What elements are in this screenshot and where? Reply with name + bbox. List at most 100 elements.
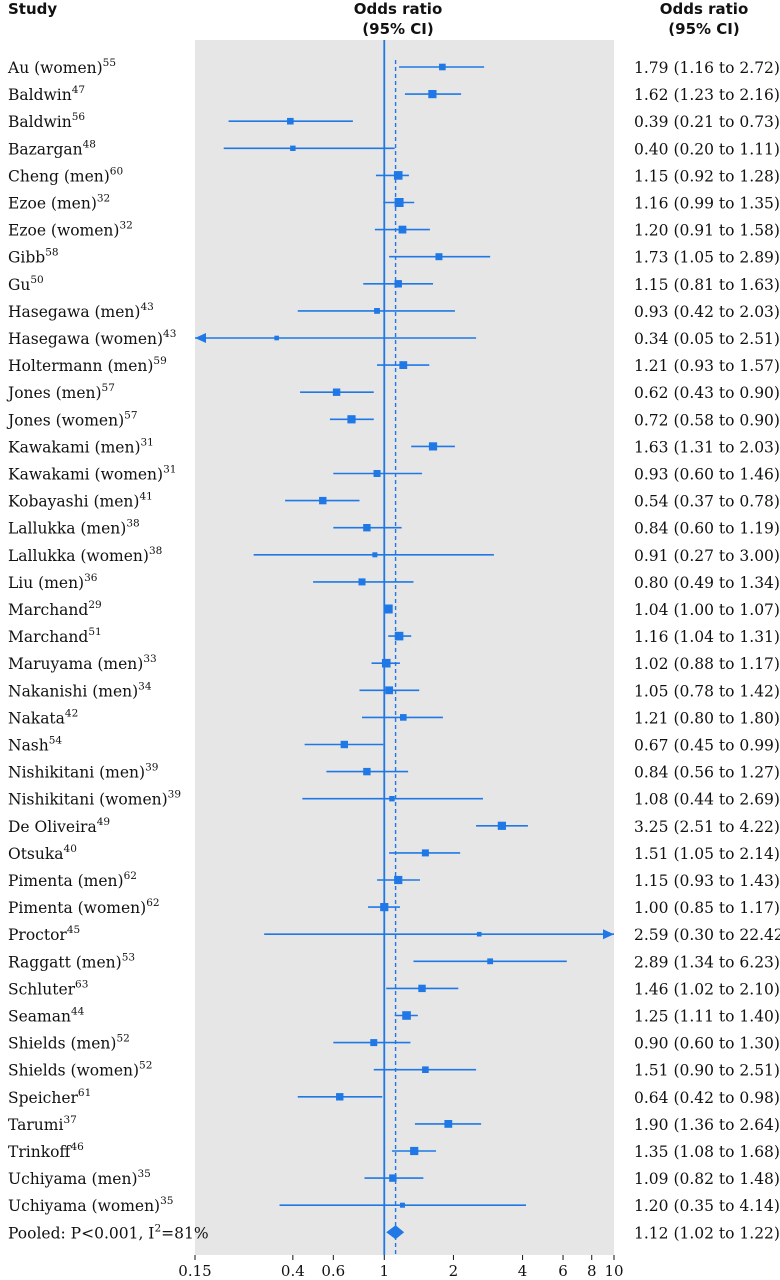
pooled-label-suffix: =81%	[161, 1224, 208, 1242]
study-label: Uchiyama (women)35	[8, 1195, 173, 1215]
x-tick-label: 6	[558, 1262, 568, 1280]
or-marker	[428, 442, 438, 451]
study-reference: 60	[110, 165, 123, 177]
study-name: Speicher	[8, 1089, 79, 1107]
study-name: Nakata	[8, 709, 65, 727]
study-label: Nishikitani (women)39	[8, 789, 181, 809]
or-marker	[347, 415, 356, 424]
or-value: 0.40 (0.20 to 1.11)	[634, 140, 780, 158]
or-value: 0.93 (0.42 to 2.03)	[634, 303, 780, 321]
study-label: Seaman44	[8, 1006, 85, 1026]
or-marker	[402, 1011, 411, 1020]
or-value: 3.25 (2.51 to 4.22)	[634, 818, 780, 836]
study-name: Shields (women)	[8, 1062, 139, 1080]
study-reference: 52	[116, 1033, 129, 1045]
study-name: Raggatt (men)	[8, 953, 122, 971]
reference-lines	[383, 40, 397, 1255]
study-row: Jones (men)57 0.62 (0.43 to 0.90)	[6, 382, 780, 402]
study-reference: 45	[67, 924, 80, 936]
or-marker	[319, 496, 327, 505]
study-name: Gu	[8, 276, 30, 294]
or-marker	[497, 821, 506, 830]
study-row: Marchand51 1.16 (1.04 to 1.31)	[8, 626, 780, 646]
or-marker	[394, 280, 402, 288]
study-label: Trinkoff46	[8, 1141, 84, 1161]
x-tick-label: 2	[449, 1262, 459, 1280]
or-value: 1.63 (1.31 to 2.03)	[634, 438, 780, 456]
study-label: Ezoe (men)32	[8, 193, 110, 213]
or-marker	[340, 740, 349, 749]
or-value: 1.15 (0.81 to 1.63)	[634, 276, 780, 294]
study-label: Otsuka40	[8, 843, 77, 863]
study-name: Ezoe (women)	[8, 222, 119, 240]
study-row: Nakanishi (men)34 1.05 (0.78 to 1.42)	[8, 680, 780, 700]
study-reference: 40	[64, 843, 77, 855]
or-marker	[363, 767, 371, 776]
or-marker	[274, 335, 279, 341]
study-name: Baldwin	[8, 86, 72, 104]
or-value: 0.84 (0.56 to 1.27)	[634, 764, 780, 782]
or-value: 1.25 (1.11 to 1.40)	[634, 1008, 780, 1026]
study-reference: 48	[83, 138, 96, 150]
study-row: Nakata42 1.21 (0.80 to 1.80)	[8, 707, 780, 727]
study-reference: 54	[49, 735, 63, 747]
study-reference: 35	[160, 1195, 173, 1207]
or-value: 0.84 (0.60 to 1.19)	[634, 520, 780, 538]
or-value: 1.02 (0.88 to 1.17)	[634, 655, 780, 673]
study-row: Kawakami (women)31 0.93 (0.60 to 1.46)	[8, 464, 780, 484]
study-row: Otsuka40 1.51 (1.05 to 2.14)	[8, 843, 780, 863]
study-name: Cheng (men)	[8, 167, 110, 185]
study-reference: 49	[97, 816, 110, 828]
pooled-label-sup: 2	[154, 1222, 161, 1234]
study-reference: 52	[139, 1060, 152, 1072]
study-name: Lallukka (women)	[8, 547, 149, 565]
study-row: Au (women)55 1.79 (1.16 to 2.72)	[7, 57, 780, 77]
or-marker	[383, 604, 393, 614]
study-row: Jones (women)57 0.72 (0.58 to 0.90)	[6, 409, 780, 429]
study-name: Baldwin	[8, 113, 72, 131]
study-reference: 36	[84, 572, 98, 584]
or-marker	[370, 1039, 378, 1047]
or-value: 1.21 (0.93 to 1.57)	[634, 357, 780, 375]
study-label: Tarumi37	[8, 1114, 77, 1134]
study-label: Kawakami (women)31	[8, 464, 176, 484]
study-row: Marchand29 1.04 (1.00 to 1.07)	[8, 599, 780, 619]
study-reference: 56	[72, 111, 86, 123]
or-value: 0.80 (0.49 to 1.34)	[634, 574, 780, 592]
study-label: Jones (women)57	[6, 409, 138, 429]
study-row: Gu50 1.15 (0.81 to 1.63)	[8, 274, 780, 294]
study-row: Shields (men)52 0.90 (0.60 to 1.30)	[8, 1033, 780, 1053]
study-reference: 32	[119, 220, 132, 232]
study-row: Hasegawa (men)43 0.93 (0.42 to 2.03)	[8, 301, 780, 321]
or-value: 0.54 (0.37 to 0.78)	[634, 493, 780, 511]
study-reference: 37	[63, 1114, 76, 1126]
study-row: Ezoe (women)32 1.20 (0.91 to 1.58)	[8, 220, 780, 240]
or-marker	[373, 470, 381, 477]
or-value: 1.20 (0.35 to 4.14)	[634, 1197, 780, 1215]
study-row: Shields (women)52 1.51 (0.90 to 2.51)	[8, 1060, 780, 1080]
header-value-line1: Odds ratio	[660, 0, 749, 18]
or-marker	[418, 984, 426, 993]
study-row: Nash54 0.67 (0.45 to 0.99)	[8, 735, 780, 755]
or-value: 1.62 (1.23 to 2.16)	[634, 86, 780, 104]
study-label: Pimenta (men)62	[8, 870, 137, 890]
study-name: Uchiyama (men)	[8, 1170, 138, 1188]
or-value: 1.00 (0.85 to 1.17)	[634, 899, 780, 917]
study-label: Shields (men)52	[8, 1033, 130, 1053]
or-marker	[428, 90, 437, 99]
or-value: 0.64 (0.42 to 0.98)	[634, 1089, 780, 1107]
study-row: Nishikitani (men)39 0.84 (0.56 to 1.27)	[8, 762, 780, 782]
study-label: Baldwin47	[8, 84, 85, 104]
or-marker	[389, 1174, 397, 1182]
or-value: 0.34 (0.05 to 2.51)	[634, 330, 780, 348]
x-tick-label: 10	[604, 1262, 623, 1280]
study-reference: 57	[102, 382, 115, 394]
or-marker	[287, 117, 294, 125]
study-reference: 47	[72, 84, 85, 96]
study-label: Holtermann (men)59	[8, 355, 167, 375]
or-value: 1.04 (1.00 to 1.07)	[634, 601, 780, 619]
or-marker	[389, 796, 395, 802]
study-label: Bazargan48	[8, 138, 96, 158]
study-name: Hasegawa (men)	[8, 303, 140, 321]
